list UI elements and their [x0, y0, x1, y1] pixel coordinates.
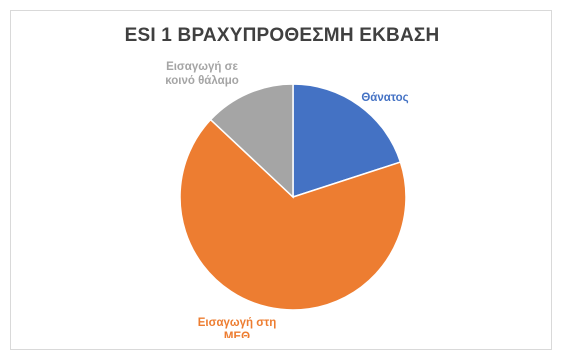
pie-label-3: Εισαγωγή σε κοινό θάλαμο: [165, 61, 239, 87]
pie-slices: [180, 84, 406, 310]
pie-label-1: Θάνατος: [361, 92, 408, 104]
pie-chart: Θάνατος Εισαγωγή στη ΜΕΘ Εισαγωγή σε κοινό θ…: [0, 0, 564, 338]
pie-label-2: Εισαγωγή στη ΜΕΘ: [198, 317, 277, 338]
